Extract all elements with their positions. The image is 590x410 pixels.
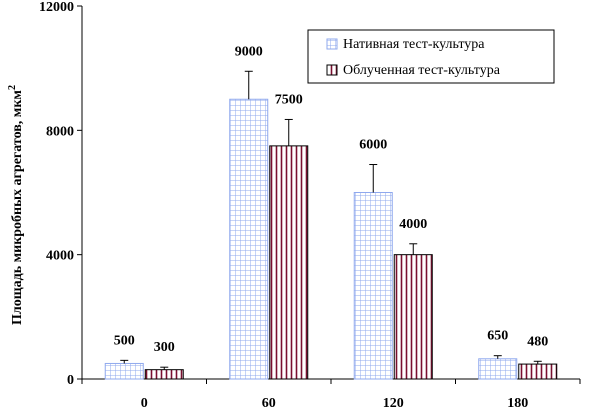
data-label-native: 650 [487, 329, 508, 344]
x-tick-label: 60 [262, 396, 276, 410]
legend: Нативная тест-культура Облученная тест-к… [307, 29, 555, 84]
bar-irradiated [518, 363, 558, 380]
bar-native [104, 362, 144, 380]
bars [104, 98, 558, 380]
x-tick-label: 0 [141, 396, 148, 410]
x-tick-label: 120 [383, 396, 404, 410]
data-labels: 500 9000 6000 650 300 7500 4000 480 [114, 44, 549, 355]
data-label-irradiated: 480 [527, 334, 548, 349]
data-label-irradiated: 7500 [275, 92, 303, 107]
y-tick-label: 4000 [46, 249, 74, 264]
legend-box [307, 29, 555, 84]
data-label-native: 6000 [359, 138, 387, 153]
y-tick-label: 0 [67, 373, 74, 388]
data-label-irradiated: 300 [154, 340, 175, 355]
bar-native [353, 192, 393, 380]
data-label-native: 9000 [235, 44, 263, 59]
legend-swatch-native [326, 38, 338, 50]
data-label-native: 500 [114, 333, 135, 348]
bar-native [229, 98, 269, 380]
y-tick-label: 12000 [39, 0, 74, 15]
bar-native [478, 358, 518, 380]
y-tick-label: 8000 [46, 124, 74, 139]
legend-swatch-irradiated [326, 64, 338, 76]
y-axis-title-text: Площадь микробных агрегатов, мкм [10, 90, 25, 325]
error-bars [120, 70, 542, 370]
bar-irradiated [393, 254, 433, 380]
data-label-irradiated: 4000 [399, 217, 427, 232]
bar-irradiated [144, 369, 184, 380]
y-axis-title: Площадь микробных агрегатов, мкм2 [7, 85, 25, 325]
bar-irradiated [269, 145, 309, 380]
legend-label-irradiated: Облученная тест-культура [343, 63, 501, 78]
x-tick-label: 180 [507, 396, 528, 410]
y-axis-title-superscript: 2 [7, 85, 18, 90]
legend-label-native: Нативная тест-культура [343, 37, 485, 52]
